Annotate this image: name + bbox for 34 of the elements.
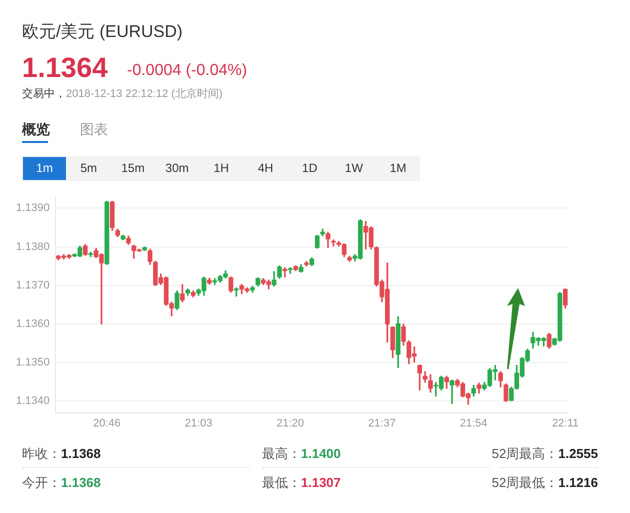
y-tick-label: 1.1390 — [16, 202, 50, 214]
text: -0.0004 (-0.04%) — [127, 62, 248, 80]
text: 图表 — [80, 121, 108, 138]
text: 昨收：1.1368 — [22, 446, 101, 461]
x-tick-label: 21:37 — [368, 417, 396, 430]
y-tick-label: 1.1350 — [16, 356, 50, 369]
text: 最低：1.1307 — [262, 475, 341, 490]
candlestick — [450, 380, 454, 404]
text: 最高：1.1400 — [262, 446, 341, 461]
text: 1D — [301, 160, 318, 177]
y-tick-label: 1.1370 — [16, 279, 50, 292]
text: 4H — [256, 160, 274, 177]
x-tick-label: 20:46 — [93, 417, 121, 430]
text: 52周最低：1.1216 — [492, 475, 598, 490]
text: 52周最高：1.2555 — [492, 446, 598, 461]
text: 1H — [212, 160, 230, 177]
chart-subtitle: 交易中，2018-12-13 22:12:12 (北京时间) — [22, 88, 223, 100]
text: 30m — [164, 160, 190, 177]
chart-title: 欧元/美元 (EURUSD) — [22, 22, 183, 42]
text: 15m — [120, 160, 146, 177]
x-tick-label: 22:11 — [552, 417, 579, 430]
text: 1W — [344, 160, 364, 177]
text: 5m — [79, 160, 98, 177]
x-tick-label: 21:20 — [276, 417, 304, 430]
text: 今开：1.1368 — [22, 475, 101, 490]
x-tick-label: 21:54 — [460, 417, 488, 430]
y-tick-label: 1.1340 — [16, 395, 50, 408]
text: 1M — [388, 160, 408, 177]
x-tick-label: 21:03 — [184, 417, 212, 430]
y-tick-label: 1.1360 — [16, 318, 50, 330]
text: 1.1364 — [22, 52, 108, 84]
text: 概览 — [22, 121, 50, 138]
y-tick-label: 1.1380 — [16, 240, 50, 253]
text: 1m — [23, 157, 66, 180]
